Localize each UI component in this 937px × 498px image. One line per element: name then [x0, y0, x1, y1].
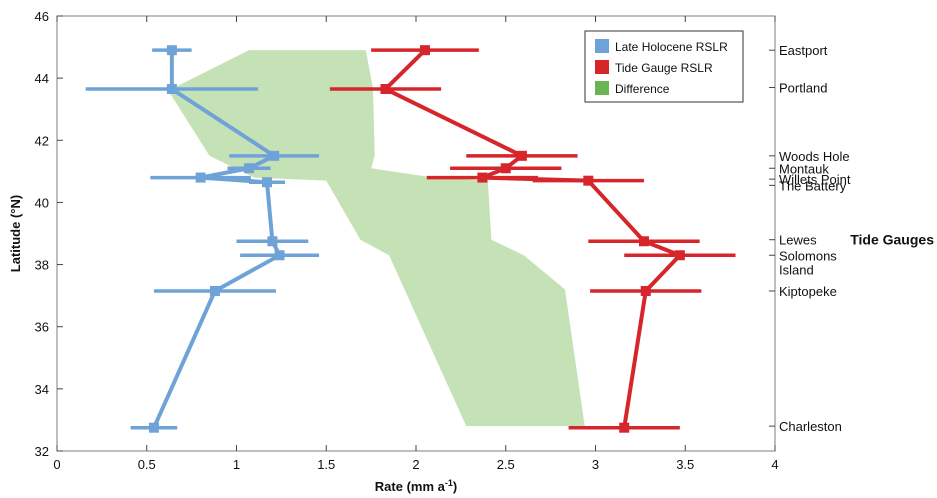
data-point	[244, 163, 255, 174]
difference-band	[168, 50, 585, 427]
data-point	[166, 45, 177, 56]
data-point	[269, 150, 280, 161]
legend-box	[584, 30, 744, 103]
difference-band-layer	[168, 50, 585, 427]
series-layer	[85, 45, 736, 433]
x-axis-label: Rate (mm a-1)	[375, 478, 457, 494]
x-tick-label: 3.5	[676, 457, 694, 472]
x-tick-label: 0	[53, 457, 60, 472]
x-tick-label: 2	[412, 457, 419, 472]
data-point	[516, 150, 527, 161]
y-tick-label: 34	[35, 382, 49, 397]
y-tick-label: 38	[35, 258, 49, 273]
data-point	[262, 177, 273, 188]
x-tick-label: 0.5	[138, 457, 156, 472]
data-point	[638, 236, 649, 247]
data-point	[209, 285, 220, 296]
y-tick-label: 44	[35, 71, 49, 86]
data-point	[267, 236, 278, 247]
legend-label: Difference	[615, 82, 670, 96]
data-point	[166, 84, 177, 95]
right-axis-title: Tide Gauges	[850, 232, 934, 248]
y-tick-label: 40	[35, 195, 49, 210]
tide-gauge-label: Solomons Island	[779, 248, 837, 277]
y-tick-label: 36	[35, 320, 49, 335]
legend: Late Holocene RSLR Tide Gauge RSLR Differe…	[584, 30, 744, 103]
x-tick-label: 2.5	[497, 457, 515, 472]
tide-gauge-label: Willets Point	[779, 172, 851, 187]
data-point	[619, 422, 630, 433]
tide-gauge-label: Charleston	[779, 419, 842, 434]
legend-swatch	[595, 39, 609, 53]
data-point	[380, 84, 391, 95]
tide-gauge-label: The Battery	[779, 178, 847, 193]
data-point	[419, 45, 430, 56]
data-point	[195, 172, 206, 183]
tide-gauge-label: Kiptopeke	[779, 284, 837, 299]
y-tick-label: 32	[35, 444, 49, 459]
x-tick-label: 4	[771, 457, 778, 472]
data-point	[500, 163, 511, 174]
data-point	[477, 172, 488, 183]
tide-gauge-label: Lewes	[779, 233, 817, 248]
tide-gauge-label: Woods Hole	[779, 149, 850, 164]
data-point	[148, 422, 159, 433]
legend-label: Tide Gauge RSLR	[615, 61, 713, 75]
x-tick-label: 3	[592, 457, 599, 472]
x-tick-label: 1	[233, 457, 240, 472]
data-point	[583, 175, 594, 186]
data-point	[274, 250, 285, 261]
axes-layer: 0 0.5 1 1.5 2 2.5 3 3.5 4 32 34 36 38 40 42 44 46 Rate (m…	[8, 9, 934, 494]
legend-swatch	[595, 81, 609, 95]
y-tick-label: 42	[35, 133, 49, 148]
legend-label: Late Holocene RSLR	[615, 40, 728, 54]
series-late-holocene	[85, 45, 320, 433]
data-point	[640, 285, 651, 296]
series-line	[152, 50, 282, 429]
tide-gauge-label: Montauk	[779, 161, 829, 176]
data-point	[674, 250, 685, 261]
x-tick-label: 1.5	[317, 457, 335, 472]
tide-gauge-label: Portland	[779, 80, 827, 95]
y-tick-label: 46	[35, 9, 49, 24]
series-tide-gauge	[329, 45, 736, 433]
y-axis-label: Latitude (°N)	[8, 195, 23, 272]
legend-swatch	[595, 60, 609, 74]
tide-gauge-label: Eastport	[779, 43, 828, 58]
